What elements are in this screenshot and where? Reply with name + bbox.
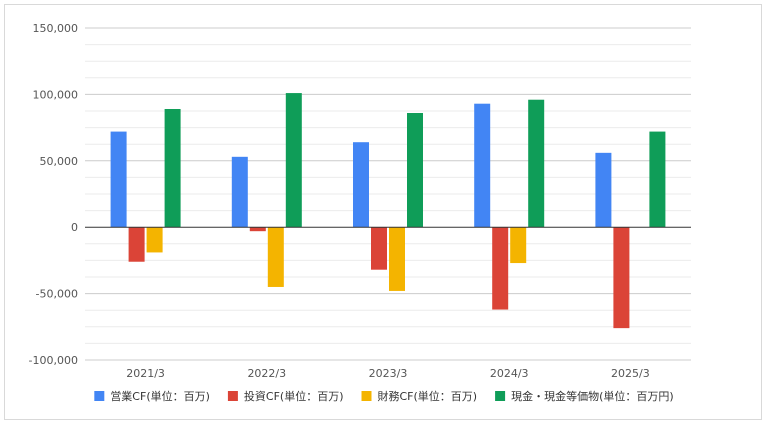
bars bbox=[110, 93, 666, 329]
x-axis-ticks: 2021/3 2022/3 2023/3 2024/3 2025/3 bbox=[126, 367, 650, 380]
bar-2025-3-series-1 bbox=[613, 227, 630, 329]
x-tick-label: 2021/3 bbox=[126, 367, 165, 380]
y-tick-label: 150,000 bbox=[33, 22, 79, 35]
legend-swatch bbox=[227, 391, 238, 401]
y-tick-label: 0 bbox=[71, 221, 78, 234]
bar-2024-3-series-3 bbox=[528, 99, 545, 228]
bar-2023-3-series-1 bbox=[371, 227, 387, 270]
x-tick-label: 2022/3 bbox=[247, 367, 286, 380]
bar-2021-3-series-3 bbox=[164, 109, 181, 228]
bar-2022-3-series-0 bbox=[231, 156, 248, 228]
bar-2023-3-series-3 bbox=[407, 112, 423, 228]
legend-label: 投資CF(単位：百万) bbox=[244, 389, 344, 403]
y-tick-label: 50,000 bbox=[40, 155, 79, 168]
legend-swatch bbox=[361, 391, 372, 401]
y-tick-label: 100,000 bbox=[33, 88, 79, 101]
bar-2023-3-series-2 bbox=[389, 227, 405, 291]
x-tick-label: 2024/3 bbox=[490, 367, 529, 380]
bar-2023-3-series-0 bbox=[353, 142, 369, 228]
bar-2021-3-series-2 bbox=[146, 227, 163, 253]
legend: 営業CF(単位：百万) 投資CF(単位：百万) 財務CF(単位：百万) 現金・現金等価… bbox=[94, 389, 674, 403]
chart-frame bbox=[4, 4, 762, 420]
y-tick-label: -100,000 bbox=[29, 354, 78, 367]
legend-label: 現金・現金等価物(単位：百万円) bbox=[511, 389, 674, 403]
x-tick-label: 2025/3 bbox=[611, 367, 650, 380]
bar-2021-3-series-0 bbox=[110, 131, 127, 228]
x-tick-label: 2023/3 bbox=[369, 367, 408, 380]
bar-2025-3-series-0 bbox=[595, 152, 612, 228]
bar-2022-3-series-2 bbox=[267, 227, 284, 287]
bar-2022-3-series-1 bbox=[249, 227, 266, 232]
grid-lines bbox=[85, 27, 691, 361]
y-axis-ticks: 150,000 100,000 50,000 0 -50,000 -100,000 bbox=[29, 22, 78, 367]
bar-2025-3-series-3 bbox=[649, 131, 666, 228]
bar-2022-3-series-3 bbox=[285, 93, 302, 228]
legend-label: 財務CF(単位：百万) bbox=[378, 389, 478, 403]
bar-2021-3-series-1 bbox=[128, 227, 145, 262]
y-tick-label: -50,000 bbox=[36, 288, 78, 301]
bar-2024-3-series-1 bbox=[492, 227, 509, 310]
bar-2024-3-series-0 bbox=[474, 103, 491, 228]
bar-2024-3-series-2 bbox=[510, 227, 527, 264]
legend-swatch bbox=[495, 391, 506, 401]
legend-swatch bbox=[94, 391, 105, 401]
legend-label: 営業CF(単位：百万) bbox=[110, 389, 210, 403]
